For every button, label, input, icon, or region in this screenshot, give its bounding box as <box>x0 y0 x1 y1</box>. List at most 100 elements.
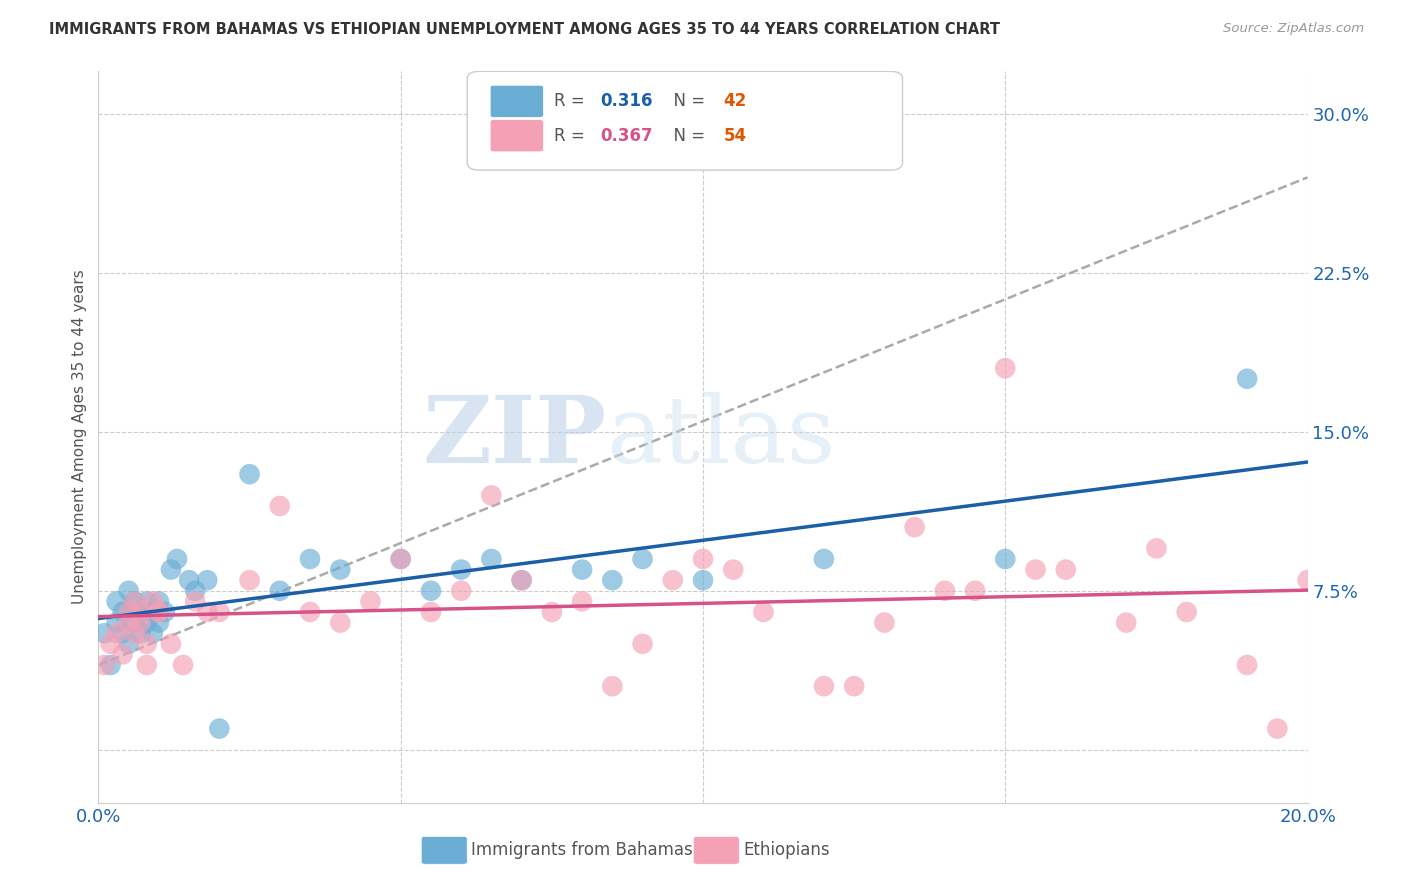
Point <box>179 573 201 587</box>
Point <box>148 615 170 630</box>
Text: atlas: atlas <box>606 392 835 482</box>
Point <box>873 615 896 630</box>
Point <box>166 552 188 566</box>
Point <box>934 583 956 598</box>
Point <box>510 573 533 587</box>
Point <box>93 658 115 673</box>
Text: 54: 54 <box>724 127 747 145</box>
Point <box>105 615 128 630</box>
Text: ZIP: ZIP <box>422 392 606 482</box>
Point <box>844 679 866 693</box>
Point <box>135 658 157 673</box>
Point <box>129 605 152 619</box>
Point <box>329 615 352 630</box>
Point <box>172 658 194 673</box>
Point <box>118 637 141 651</box>
Point <box>124 594 146 608</box>
Point <box>1024 563 1046 577</box>
Point <box>692 552 714 566</box>
Point <box>184 594 207 608</box>
Point <box>239 573 262 587</box>
Point <box>450 583 472 598</box>
Point <box>1115 615 1137 630</box>
Point <box>723 563 745 577</box>
Point <box>481 552 503 566</box>
Point <box>813 552 835 566</box>
Point <box>129 605 152 619</box>
Text: IMMIGRANTS FROM BAHAMAS VS ETHIOPIAN UNEMPLOYMENT AMONG AGES 35 TO 44 YEARS CORR: IMMIGRANTS FROM BAHAMAS VS ETHIOPIAN UNE… <box>49 22 1000 37</box>
Point <box>389 552 412 566</box>
Text: Source: ZipAtlas.com: Source: ZipAtlas.com <box>1223 22 1364 36</box>
Point <box>239 467 262 482</box>
Text: 42: 42 <box>724 93 747 111</box>
Point <box>269 499 291 513</box>
Point <box>420 583 443 598</box>
FancyBboxPatch shape <box>422 837 467 864</box>
Point <box>100 637 122 651</box>
Point <box>329 563 352 577</box>
Point <box>135 594 157 608</box>
Point <box>118 583 141 598</box>
Point <box>100 658 122 673</box>
Point <box>994 361 1017 376</box>
Point <box>813 679 835 693</box>
Point <box>1175 605 1198 619</box>
Point <box>129 615 152 630</box>
Point <box>904 520 927 534</box>
FancyBboxPatch shape <box>491 120 543 152</box>
Point <box>299 552 322 566</box>
Point <box>389 552 412 566</box>
Point <box>360 594 382 608</box>
Point <box>118 605 141 619</box>
Point <box>160 563 183 577</box>
Point <box>269 583 291 598</box>
Point <box>148 594 170 608</box>
Point <box>571 594 593 608</box>
Point <box>450 563 472 577</box>
Point <box>124 626 146 640</box>
Point <box>571 563 593 577</box>
Point <box>1327 605 1350 619</box>
Point <box>153 605 176 619</box>
Point <box>602 573 624 587</box>
Point <box>124 594 146 608</box>
Point <box>661 573 683 587</box>
Point <box>111 605 134 619</box>
Point <box>602 679 624 693</box>
Point <box>124 615 146 630</box>
Point <box>135 615 157 630</box>
Text: Ethiopians: Ethiopians <box>742 841 830 859</box>
Point <box>299 605 322 619</box>
Point <box>994 552 1017 566</box>
Point <box>481 488 503 502</box>
Point <box>692 573 714 587</box>
Point <box>540 605 562 619</box>
Point <box>195 605 218 619</box>
FancyBboxPatch shape <box>491 86 543 118</box>
Point <box>631 637 654 651</box>
Point <box>142 605 165 619</box>
Text: 0.367: 0.367 <box>600 127 652 145</box>
Point <box>118 615 141 630</box>
Point <box>118 605 141 619</box>
Point <box>142 594 165 608</box>
Point <box>160 637 183 651</box>
Point <box>1236 372 1258 386</box>
FancyBboxPatch shape <box>693 837 740 864</box>
Point <box>1267 722 1289 736</box>
Point <box>965 583 987 598</box>
Point <box>1054 563 1077 577</box>
Point <box>208 722 231 736</box>
Point <box>105 594 128 608</box>
Point <box>195 573 218 587</box>
Point <box>208 605 231 619</box>
Point <box>148 605 170 619</box>
Point <box>1296 573 1319 587</box>
Point <box>510 573 533 587</box>
Point <box>1236 658 1258 673</box>
Point <box>111 648 134 662</box>
Text: 0.316: 0.316 <box>600 93 652 111</box>
Point <box>752 605 775 619</box>
Point <box>142 626 165 640</box>
Point <box>105 626 128 640</box>
